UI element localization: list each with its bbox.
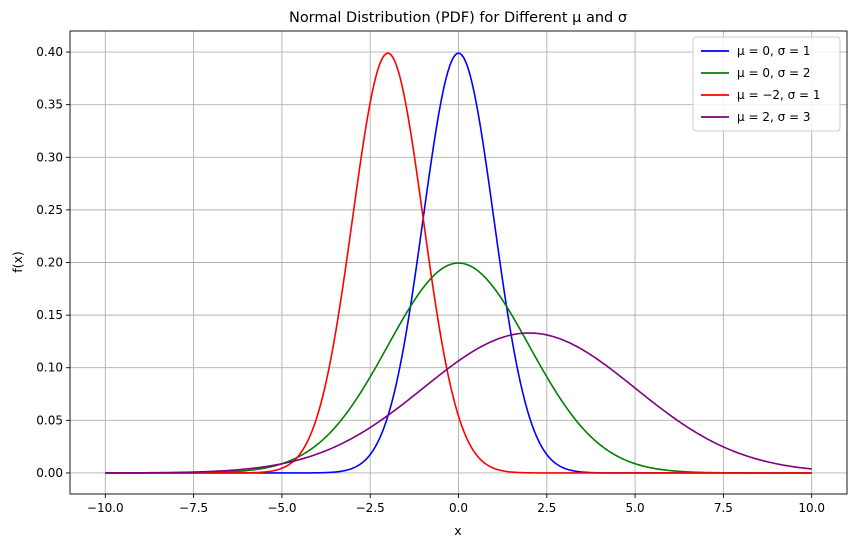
series-layer <box>105 52 812 474</box>
x-axis-label: x <box>454 523 461 538</box>
y-tick-label: 0.30 <box>36 150 63 164</box>
legend-label: μ = 0, σ = 2 <box>737 66 811 80</box>
x-tick-label: −2.5 <box>356 501 385 515</box>
series-line <box>105 332 812 474</box>
series-line <box>105 52 812 474</box>
y-tick-label: 0.15 <box>36 308 63 322</box>
y-tick-label: 0.00 <box>36 466 63 480</box>
series-line <box>105 262 812 474</box>
chart-title: Normal Distribution (PDF) for Different … <box>289 10 627 26</box>
x-tick-label: 10.0 <box>798 501 825 515</box>
y-tick-label: 0.05 <box>36 413 63 427</box>
ticks: −10.0 −7.5 −5.0 −2.5 0.0 2.5 5.0 7.5 10.0 0.00 0.0… <box>36 45 825 515</box>
legend: μ = 0, σ = 1 μ = 0, σ = 2 μ = −2, σ = 1 μ =… <box>692 36 841 132</box>
x-tick-label: −5.0 <box>267 501 296 515</box>
legend-label: μ = −2, σ = 1 <box>737 88 821 102</box>
x-tick-label: −7.5 <box>179 501 208 515</box>
x-tick-label: 5.0 <box>626 501 645 515</box>
y-axis-label: f(x) <box>10 251 25 273</box>
x-tick-label: −10.0 <box>87 501 124 515</box>
y-tick-label: 0.35 <box>36 98 63 112</box>
x-tick-label: 2.5 <box>537 501 556 515</box>
legend-label: μ = 2, σ = 3 <box>737 110 811 124</box>
legend-label: μ = 0, σ = 1 <box>737 44 811 58</box>
y-tick-label: 0.20 <box>36 256 63 270</box>
y-tick-label: 0.10 <box>36 361 63 375</box>
x-tick-label: 0.0 <box>449 501 468 515</box>
y-tick-label: 0.25 <box>36 203 63 217</box>
x-tick-label: 7.5 <box>714 501 733 515</box>
legend-box <box>692 36 841 132</box>
y-tick-label: 0.40 <box>36 45 63 59</box>
